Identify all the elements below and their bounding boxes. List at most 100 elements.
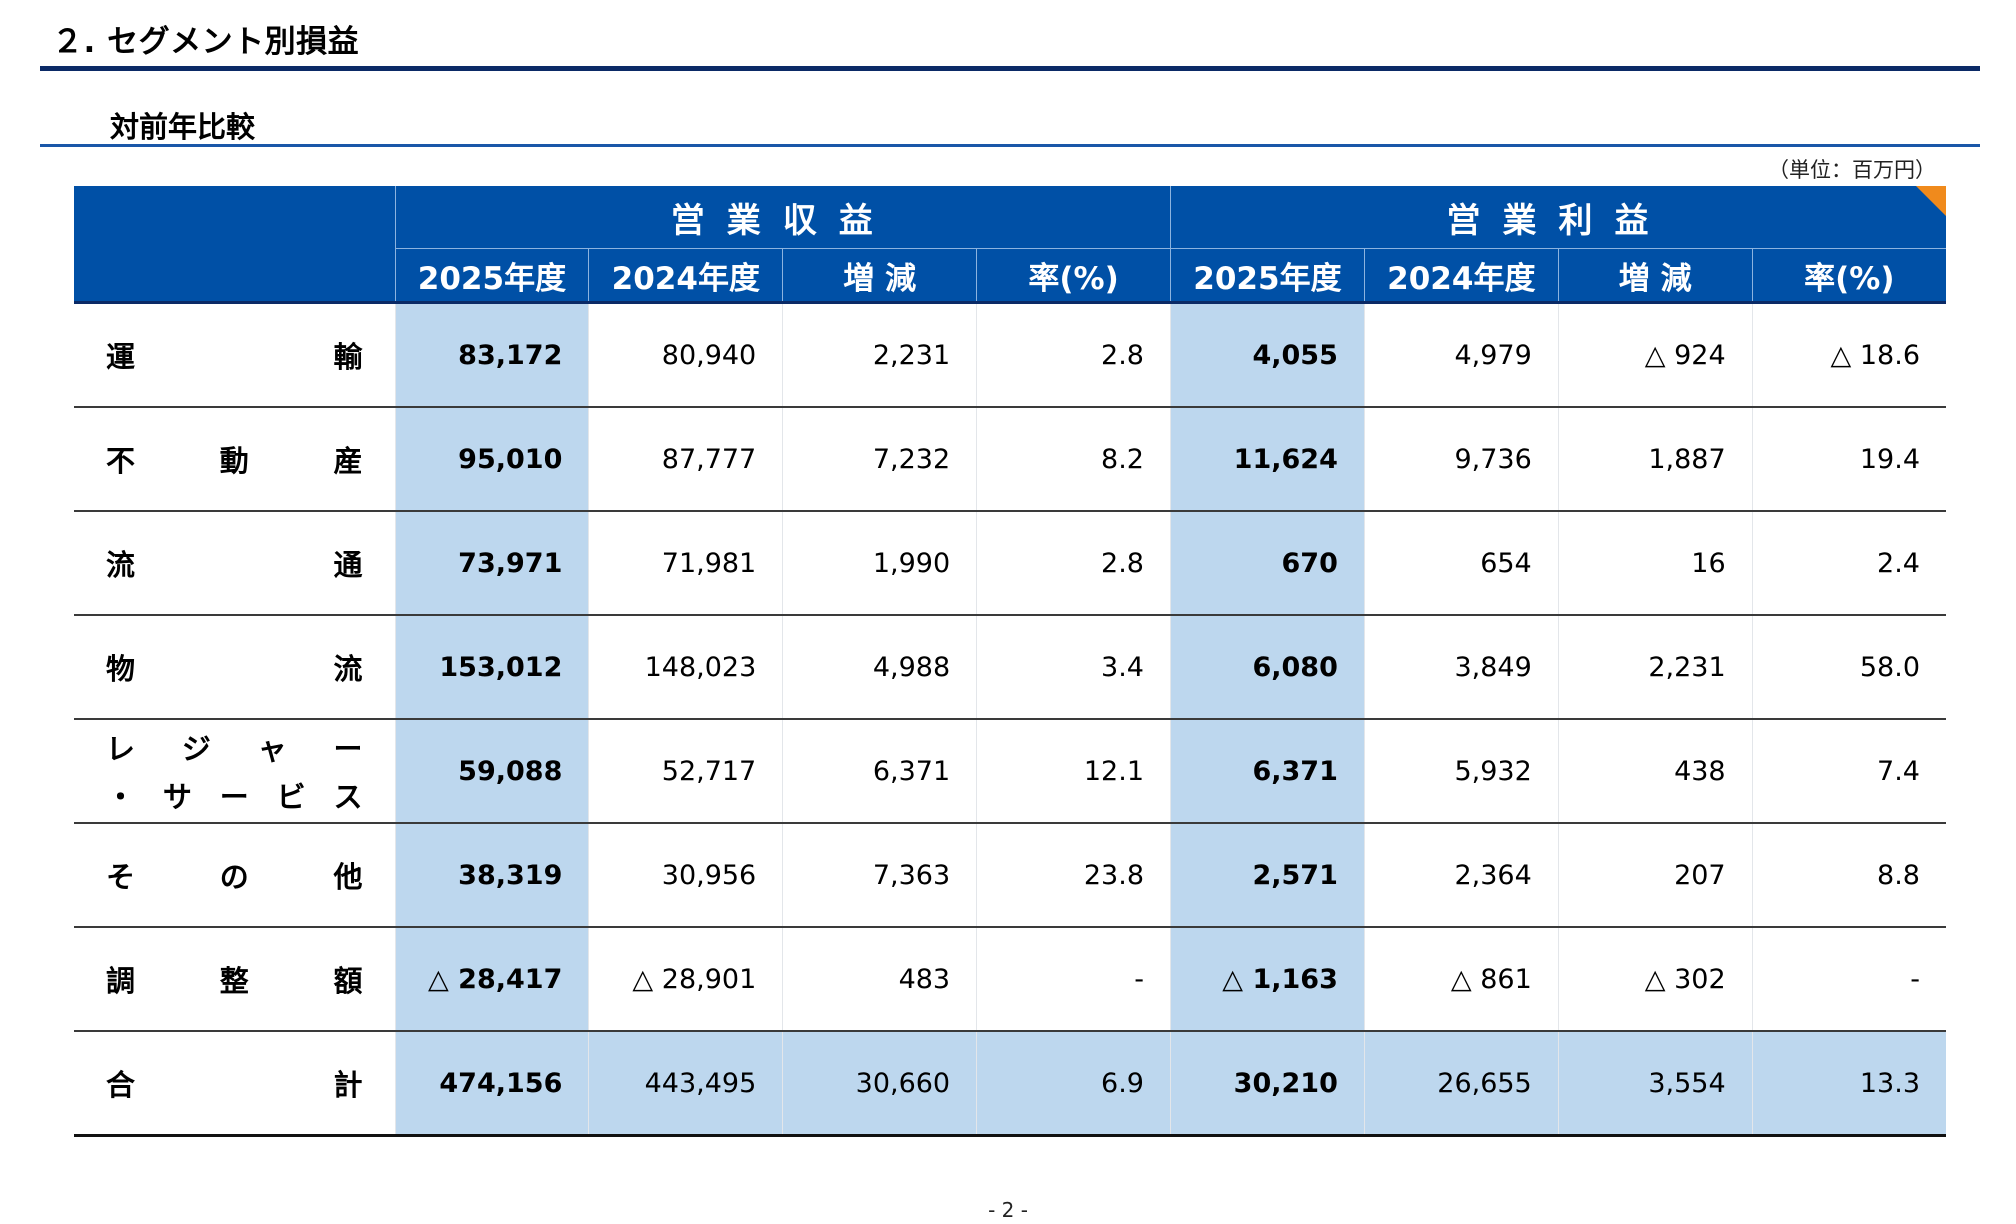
table-cell: 80,940: [588, 301, 783, 408]
table-cell: △ 28,417: [394, 927, 589, 1032]
table-cell: 3,554: [1557, 1031, 1753, 1137]
table-cell: △ 1,163: [1170, 927, 1365, 1032]
header-corner: [74, 186, 395, 303]
table-cell: 4,055: [1170, 301, 1365, 408]
table-cell: 7,363: [782, 823, 977, 928]
table-cell: △ 302: [1557, 927, 1753, 1032]
table-cell: 3,849: [1363, 615, 1559, 720]
table-cell: 23.8: [976, 823, 1171, 928]
table-cell: 9,736: [1363, 407, 1559, 512]
table-cell: 11,624: [1170, 407, 1365, 512]
table-cell: 13.3: [1751, 1031, 1946, 1137]
row-label: 物流: [74, 615, 395, 720]
row-label-char: 不: [106, 444, 136, 478]
table-cell: △ 924: [1557, 301, 1753, 408]
row-label-char: 運: [106, 340, 136, 374]
row-label-char: ・: [106, 780, 136, 814]
table-cell: 8.2: [976, 407, 1171, 512]
table-cell: 2,231: [1557, 615, 1753, 720]
table-cell: 58.0: [1751, 615, 1946, 720]
table-cell: 95,010: [394, 407, 589, 512]
row-label-char: ビ: [276, 780, 306, 814]
table-cell: 483: [782, 927, 977, 1032]
row-label-char: の: [219, 860, 249, 894]
table-row: 物流 153,012 148,023 4,988 3.4 6,080 3,849 2,231 5…: [74, 615, 1946, 720]
row-label: 調整額: [74, 927, 395, 1032]
group-header-revenue: 営業収益: [394, 186, 1171, 249]
row-label-char: 調: [106, 964, 136, 998]
row-label-char: そ: [106, 860, 136, 894]
table-cell: 7.4: [1751, 719, 1946, 824]
column-header: 率(%): [976, 248, 1171, 303]
table-cell: 6,371: [1170, 719, 1365, 824]
table-cell: 83,172: [394, 301, 589, 408]
row-label-char: 計: [333, 1068, 363, 1102]
row-label-char: 輸: [333, 340, 363, 374]
table-cell: 87,777: [588, 407, 783, 512]
column-header: 増 減: [782, 248, 977, 303]
row-label-char: 物: [106, 652, 136, 686]
table-cell: 474,156: [394, 1031, 589, 1137]
table-cell: 2.4: [1751, 511, 1946, 616]
table-cell: △ 861: [1363, 927, 1559, 1032]
column-header: 増 減: [1557, 248, 1753, 303]
table-cell: 19.4: [1751, 407, 1946, 512]
table-cell: 5,932: [1363, 719, 1559, 824]
row-label-char: サ: [162, 780, 192, 814]
table-cell: 12.1: [976, 719, 1171, 824]
segment-profit-table: 営業収益 営業利益 2025年度 2024年度 増 減 率(%) 2025年度 …: [74, 186, 1946, 1137]
table-cell: 4,988: [782, 615, 977, 720]
subtitle-underline: [40, 144, 1980, 147]
table-cell: 207: [1557, 823, 1753, 928]
row-label: 流通: [74, 511, 395, 616]
row-label: 不動産: [74, 407, 395, 512]
row-label-char: 通: [333, 548, 363, 582]
row-label-line: ・サービス: [106, 774, 363, 816]
table-cell: 2,571: [1170, 823, 1365, 928]
row-label-char: 整: [219, 964, 249, 998]
row-label-char: 産: [333, 444, 363, 478]
page-number: - 2 -: [988, 1198, 1028, 1222]
table-cell: 1,887: [1557, 407, 1753, 512]
row-label-char: 合: [106, 1068, 136, 1102]
column-header: 2024年度: [588, 248, 783, 303]
table-cell: 6,371: [782, 719, 977, 824]
table-cell: 6,080: [1170, 615, 1365, 720]
table-row: レジャー・サービス 59,088 52,717 6,371 12.1 6,371 5,932…: [74, 719, 1946, 824]
column-header: 2025年度: [394, 248, 589, 303]
table-cell: 148,023: [588, 615, 783, 720]
table-row: 合計 474,156 443,495 30,660 6.9 30,210 26,655 3,5…: [74, 1031, 1946, 1137]
table-cell: 670: [1170, 511, 1365, 616]
row-label-char: ジ: [181, 732, 211, 766]
table-cell: 654: [1363, 511, 1559, 616]
row-label-char: ャ: [257, 732, 287, 766]
table-row: そ の 他 38,319 30,956 7,363 23.8 2,571 2,364 207 8.8: [74, 823, 1946, 928]
table-row: 調整額 △ 28,417 △ 28,901 483- △ 1,163 △ 861 △ 302…: [74, 927, 1946, 1032]
row-label-char: ー: [333, 732, 363, 766]
unit-note: （単位：百万円）: [1768, 158, 1936, 182]
table-cell: 30,210: [1170, 1031, 1365, 1137]
table-cell: 26,655: [1363, 1031, 1559, 1137]
table-cell: 1,990: [782, 511, 977, 616]
row-label: 運輸: [74, 301, 395, 408]
row-label-char: ス: [333, 780, 363, 814]
group-header-operating-profit: 営業利益: [1170, 186, 1946, 249]
table-cell: △ 28,901: [588, 927, 783, 1032]
row-label-line: レジャー: [106, 726, 363, 768]
subsection-title: 対前年比較: [110, 110, 256, 144]
row-label: その他: [74, 823, 395, 928]
table-cell: 2,231: [782, 301, 977, 408]
table-row: 不 動 産 95,010 87,777 7,232 8.2 11,624 9,736 1,887 1…: [74, 407, 1946, 512]
table-cell: -: [976, 927, 1171, 1032]
column-header: 2025年度: [1170, 248, 1365, 303]
table-cell: 71,981: [588, 511, 783, 616]
table-cell: 38,319: [394, 823, 589, 928]
table-row: 流通 73,971 71,981 1,990 2.8 670 654 16 2.4: [74, 511, 1946, 616]
title-underline: [40, 66, 1980, 71]
table-cell: 73,971: [394, 511, 589, 616]
table-cell: 2.8: [976, 511, 1171, 616]
table-cell: 7,232: [782, 407, 977, 512]
table-cell: 16: [1557, 511, 1753, 616]
group-header-operating-profit-label: 営業利益: [1446, 200, 1671, 241]
table-cell: 3.4: [976, 615, 1171, 720]
